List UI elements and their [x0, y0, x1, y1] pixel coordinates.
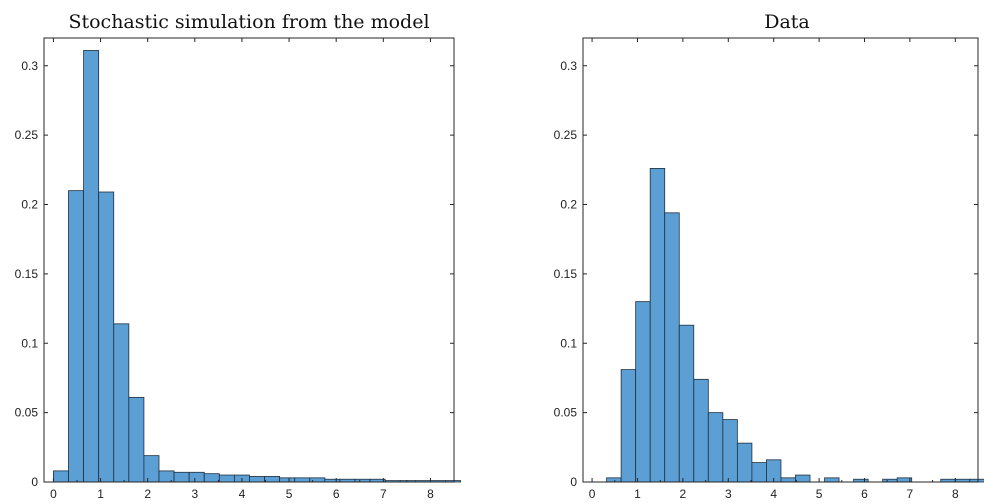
x-tick-label: 2 — [680, 487, 687, 501]
histogram-bar — [53, 470, 69, 483]
histogram-bar — [606, 477, 622, 483]
histogram-bar — [309, 477, 326, 483]
x-tick-label: 7 — [380, 487, 387, 501]
histogram-bar — [780, 477, 796, 483]
y-tick-label: 0 — [570, 475, 577, 489]
x-tick-label: 6 — [861, 487, 868, 501]
histogram-bar — [678, 324, 695, 483]
histogram-bar — [620, 369, 637, 483]
x-tick-label: 2 — [144, 487, 151, 501]
y-tick-label: 0.1 — [560, 336, 577, 350]
axes-box — [582, 37, 979, 483]
simulation-chart-title: Stochastic simulation from the model — [68, 11, 429, 33]
histogram-bar — [294, 477, 311, 483]
x-tick-label: 1 — [634, 487, 641, 501]
histogram-bar — [143, 455, 160, 483]
histogram-bar — [751, 462, 767, 483]
histogram-bar — [693, 378, 709, 483]
histogram-bar — [279, 477, 296, 483]
histogram-bar — [83, 50, 100, 483]
histogram-bar — [188, 471, 205, 483]
histogram-bar — [649, 168, 666, 483]
x-tick-label: 3 — [725, 487, 732, 501]
histogram-bar — [249, 476, 265, 483]
histogram-bar — [795, 474, 811, 483]
y-tick-label: 0.1 — [21, 336, 38, 350]
x-tick-label: 5 — [286, 487, 293, 501]
x-tick-label: 7 — [907, 487, 914, 501]
y-tick-label: 0.25 — [15, 128, 39, 142]
histogram-bar — [635, 301, 651, 483]
histogram-bar — [722, 419, 738, 483]
histogram-bar — [113, 323, 130, 483]
x-tick-label: 8 — [952, 487, 959, 501]
histogram-bar — [824, 477, 840, 483]
y-tick-label: 0.05 — [15, 406, 39, 420]
histogram-bar — [736, 442, 753, 483]
histogram-bar — [664, 212, 680, 483]
histogram-bar — [68, 190, 84, 483]
histogram-bar — [264, 476, 281, 483]
histogram-bar — [218, 474, 235, 483]
histogram-bar — [128, 396, 145, 483]
histogram-bar — [158, 470, 175, 483]
histogram-bar — [203, 473, 220, 483]
axes-box — [43, 37, 455, 483]
histogram-bar — [707, 412, 724, 483]
x-tick-label: 6 — [333, 487, 340, 501]
y-tick-label: 0.15 — [15, 267, 39, 281]
x-tick-label: 1 — [97, 487, 104, 501]
y-tick-label: 0.15 — [554, 267, 578, 281]
y-tick-label: 0.25 — [554, 128, 578, 142]
data-histogram-panel: Data 0 1 2 3 4 5 6 7 8 0.05 0.1 0.15 0.2 0.25 0.3 0 — [554, 11, 984, 501]
x-tick-label: 0 — [589, 487, 596, 501]
histogram-bar — [173, 471, 190, 483]
simulation-histogram-panel: Stochastic simulation from the model 0 1 2… — [15, 11, 461, 501]
y-tick-label: 0.2 — [560, 198, 577, 212]
y-tick-label: 0 — [31, 475, 38, 489]
y-tick-label: 0.3 — [560, 59, 577, 73]
x-tick-label: 3 — [191, 487, 198, 501]
data-chart-title: Data — [764, 11, 810, 33]
y-tick-label: 0.05 — [554, 406, 578, 420]
histogram-bar — [98, 191, 115, 483]
x-tick-label: 0 — [50, 487, 57, 501]
x-tick-label: 5 — [816, 487, 823, 501]
x-tick-label: 4 — [239, 487, 246, 501]
x-tick-label: 4 — [770, 487, 777, 501]
x-tick-label: 8 — [427, 487, 434, 501]
y-tick-label: 0.2 — [21, 198, 38, 212]
y-tick-label: 0.3 — [21, 59, 38, 73]
